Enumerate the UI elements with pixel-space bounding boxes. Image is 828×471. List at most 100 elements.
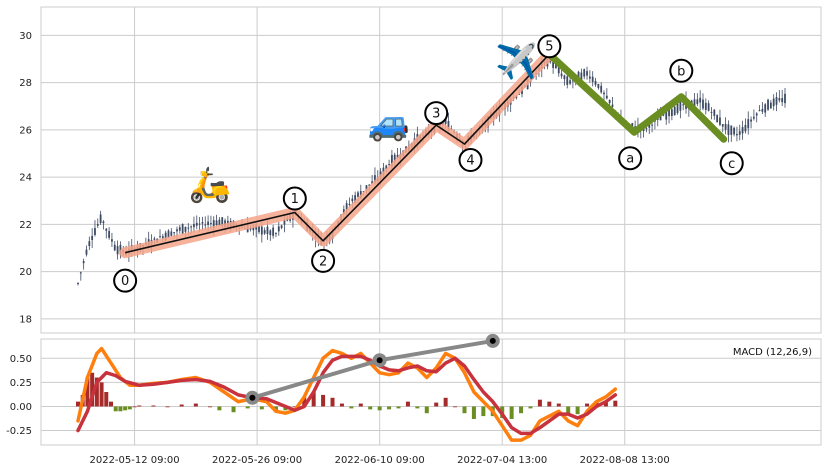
candle-body xyxy=(594,80,597,85)
wave-label-text: 3 xyxy=(432,107,440,122)
macd-hist-bar xyxy=(556,403,561,407)
macd-y-tick-1: 0.25 xyxy=(10,378,32,389)
candle-body xyxy=(351,198,354,202)
macd-hist-bar xyxy=(566,406,571,414)
candle-body xyxy=(374,175,376,183)
candle-body xyxy=(747,119,750,129)
wave-label-circle xyxy=(424,101,449,126)
macd-hist-bar xyxy=(387,406,392,410)
wave-label-circle xyxy=(618,146,643,171)
macd-hist-bar xyxy=(207,406,212,408)
candle-body xyxy=(597,84,600,88)
elliott-wave-labels: 0 1 2 3 4 5 a b c xyxy=(113,34,744,293)
candle-body xyxy=(99,214,102,224)
price-y-tick-5: 28 xyxy=(19,78,32,89)
wave-label-4: 4 xyxy=(458,148,483,173)
wave-label-text: 0 xyxy=(121,274,129,289)
candle-body xyxy=(348,203,351,205)
candle-body xyxy=(699,97,702,103)
candle-body xyxy=(249,227,252,230)
wave-label-circle xyxy=(311,248,336,273)
price-panel xyxy=(40,6,822,334)
macd-hist-bar xyxy=(330,397,335,407)
price-y-axis: 18 20 22 24 26 28 30 xyxy=(19,31,32,325)
correction-line xyxy=(545,50,728,143)
elliott-correction xyxy=(545,50,728,143)
candle-body xyxy=(173,232,176,234)
candle-body xyxy=(659,115,662,121)
macd-hist-bar xyxy=(85,377,90,407)
candle-body xyxy=(275,233,277,235)
macd-legend-label: MACD (12,26,9) xyxy=(733,347,812,358)
price-y-tick-1: 20 xyxy=(19,267,32,278)
candle-body xyxy=(119,244,122,255)
candle-body xyxy=(569,80,571,84)
macd-trend-marker-dot-2 xyxy=(489,337,496,344)
macd-hist-bar xyxy=(132,406,137,408)
candle-body xyxy=(727,124,730,135)
price-y-tick-0: 18 xyxy=(19,314,32,325)
candle-body xyxy=(96,223,99,226)
wave-label-circle xyxy=(719,151,744,176)
x-tick-label-3: 2022-07-04 13:00 xyxy=(457,455,547,466)
candle-body xyxy=(755,113,758,116)
candle-body xyxy=(368,184,371,186)
macd-hist-bar xyxy=(302,396,307,407)
price-icons: 🛵 🚙 ✈️ xyxy=(189,41,538,205)
wave-label-circle xyxy=(458,148,483,173)
macd-hist-bar xyxy=(127,406,132,410)
macd-hist-bar xyxy=(339,403,344,407)
macd-y-tick-2: 0.00 xyxy=(10,402,32,413)
candle-body xyxy=(263,230,266,234)
candle-body xyxy=(342,209,345,215)
macd-hist-bar xyxy=(462,406,467,414)
macd-hist-bar xyxy=(575,406,580,415)
x-tick-label-0: 2022-05-12 09:00 xyxy=(89,455,179,466)
candle-body xyxy=(176,229,178,232)
wave-label-3: 3 xyxy=(424,101,449,126)
wave-label-circle xyxy=(113,268,138,293)
wave-label-5: 5 xyxy=(537,34,562,59)
candle-body xyxy=(204,224,207,226)
candle-body xyxy=(283,220,286,225)
macd-panel xyxy=(40,338,822,446)
macd-y-axis: 0.50 0.25 0.00 -0.25 xyxy=(6,354,32,437)
candle-body xyxy=(79,272,82,274)
candle-body xyxy=(258,225,260,233)
candle-body xyxy=(164,232,167,241)
macd-hist-bar xyxy=(259,406,264,410)
macd-hist-bar xyxy=(537,399,542,407)
candle-body xyxy=(371,181,374,184)
price-panel-frame xyxy=(40,6,822,334)
macd-hist-bar xyxy=(613,400,618,407)
candle-body xyxy=(702,99,704,109)
candle-body xyxy=(260,226,263,235)
macd-hist-bar xyxy=(137,405,142,407)
candle-body xyxy=(588,76,591,79)
candle-body xyxy=(713,109,716,116)
candle-body xyxy=(707,103,710,111)
macd-hist-bar xyxy=(231,406,236,413)
candle-body xyxy=(673,106,676,116)
impulse-line xyxy=(124,53,550,254)
candle-body xyxy=(167,230,170,238)
macd-hist-bar xyxy=(528,406,533,409)
wave-label-b: b xyxy=(669,58,694,83)
candle-body xyxy=(600,85,603,93)
candle-body xyxy=(741,127,744,134)
wave-label-a: a xyxy=(618,146,643,171)
candle-body xyxy=(181,224,184,234)
wave-label-text: a xyxy=(626,152,634,167)
macd-hist-bar xyxy=(283,406,288,411)
macd-hist-bar xyxy=(217,406,222,411)
macd-hist-bar xyxy=(76,401,80,407)
candle-body xyxy=(775,97,778,105)
candle-body xyxy=(710,111,713,113)
candle-body xyxy=(738,131,741,135)
candle-body xyxy=(210,223,212,225)
wave-label-1: 1 xyxy=(282,186,307,211)
macd-trend-marker-dot-1 xyxy=(376,357,383,364)
candle-body xyxy=(605,95,608,99)
candle-body xyxy=(764,104,767,113)
candle-body xyxy=(586,71,588,76)
